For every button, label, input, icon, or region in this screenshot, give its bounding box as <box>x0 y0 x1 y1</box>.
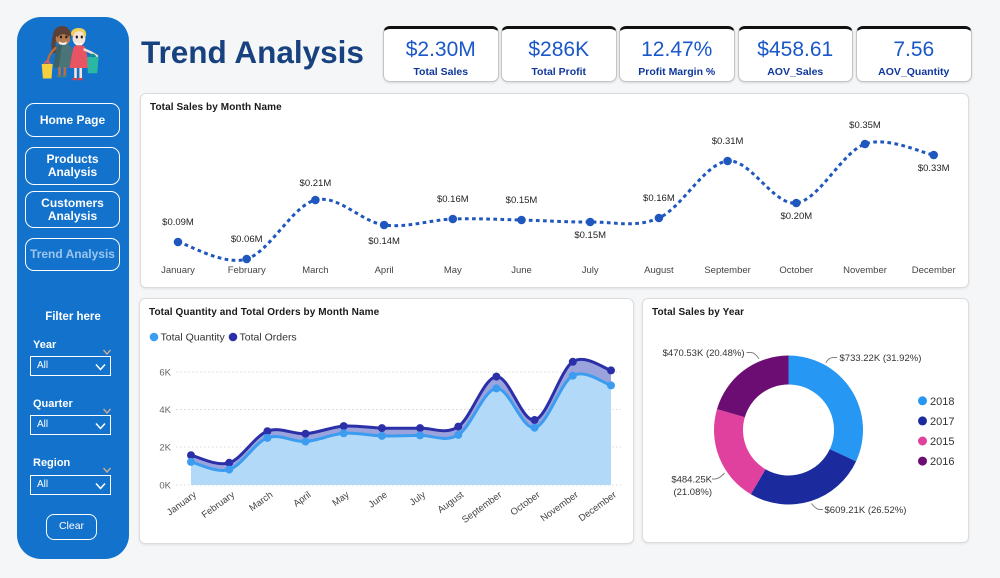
svg-text:$733.22K (31.92%): $733.22K (31.92%) <box>840 353 922 364</box>
svg-text:$0.06M: $0.06M <box>231 234 263 245</box>
svg-text:$470.53K (20.48%): $470.53K (20.48%) <box>663 348 745 359</box>
svg-text:6K: 6K <box>159 368 171 379</box>
svg-text:February: February <box>200 489 237 520</box>
svg-text:February: February <box>228 265 266 276</box>
svg-text:March: March <box>247 490 275 514</box>
svg-text:August: August <box>436 489 467 515</box>
svg-text:June: June <box>511 265 532 276</box>
svg-text:4K: 4K <box>159 405 171 416</box>
svg-text:January: January <box>161 265 195 276</box>
svg-text:$0.15M: $0.15M <box>574 230 606 241</box>
svg-text:2017: 2017 <box>930 416 954 428</box>
svg-text:2016: 2016 <box>930 456 954 468</box>
svg-text:Total Orders: Total Orders <box>240 332 297 344</box>
svg-text:$484.25K: $484.25K <box>671 475 712 486</box>
svg-text:October: October <box>509 490 543 519</box>
svg-text:December: December <box>912 265 956 276</box>
svg-text:2015: 2015 <box>930 436 954 448</box>
svg-text:$0.31M: $0.31M <box>712 136 744 147</box>
svg-text:September: September <box>460 490 504 526</box>
svg-text:(21.08%): (21.08%) <box>673 487 712 498</box>
svg-text:$0.16M: $0.16M <box>643 193 675 204</box>
svg-text:$0.20M: $0.20M <box>780 211 812 222</box>
svg-text:$609.21K (26.52%): $609.21K (26.52%) <box>825 505 907 516</box>
svg-text:June: June <box>367 490 390 511</box>
svg-text:2018: 2018 <box>930 396 954 408</box>
svg-text:December: December <box>577 490 619 525</box>
svg-text:May: May <box>444 265 462 276</box>
svg-text:0K: 0K <box>159 481 171 492</box>
svg-text:January: January <box>165 489 199 518</box>
svg-text:July: July <box>582 265 599 276</box>
svg-text:2K: 2K <box>159 443 171 454</box>
svg-text:Total Quantity: Total Quantity <box>161 332 226 344</box>
svg-text:March: March <box>302 265 328 276</box>
svg-text:$0.15M: $0.15M <box>506 195 538 206</box>
svg-text:May: May <box>330 489 351 509</box>
svg-text:$0.14M: $0.14M <box>368 236 400 247</box>
svg-text:$0.09M: $0.09M <box>162 217 194 228</box>
svg-text:$0.21M: $0.21M <box>300 178 332 189</box>
svg-text:July: July <box>408 489 428 508</box>
svg-text:November: November <box>539 490 581 525</box>
svg-text:$0.33M: $0.33M <box>918 163 950 174</box>
svg-text:August: August <box>644 265 674 276</box>
svg-text:$0.35M: $0.35M <box>849 120 881 131</box>
svg-text:April: April <box>291 490 313 510</box>
svg-text:April: April <box>375 265 394 276</box>
svg-text:$0.16M: $0.16M <box>437 194 469 205</box>
svg-text:September: September <box>704 265 750 276</box>
svg-text:November: November <box>843 265 887 276</box>
svg-text:October: October <box>779 265 813 276</box>
